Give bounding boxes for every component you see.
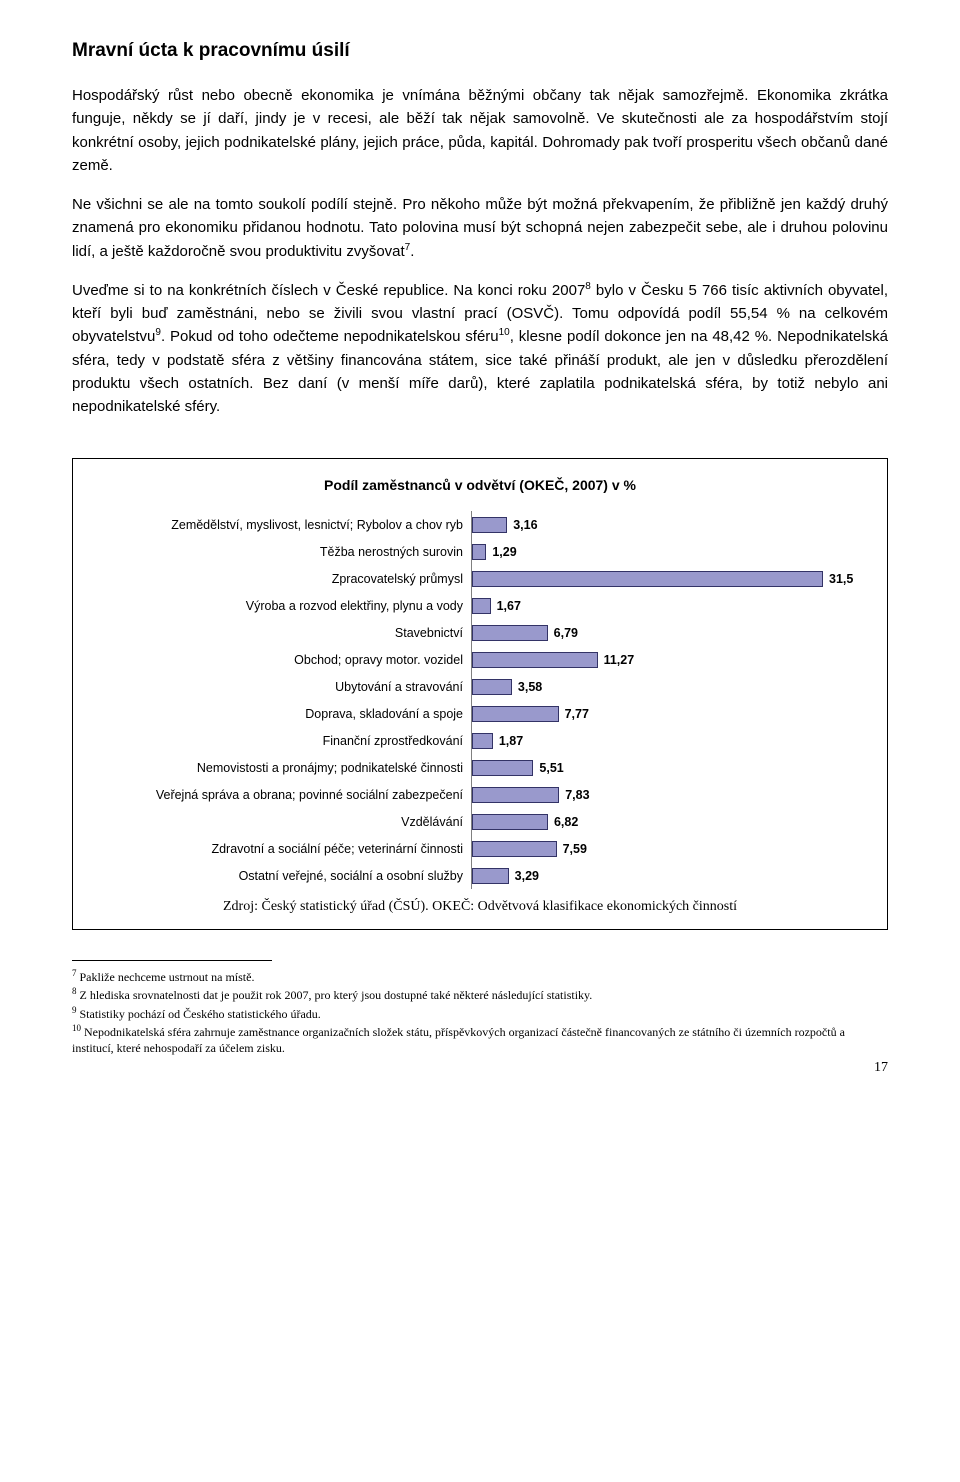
- chart-bar-cell: 11,27: [471, 646, 867, 673]
- footnote-text: Z hlediska srovnatelnosti dat je použit …: [77, 988, 593, 1002]
- footnote-separator: [72, 960, 272, 961]
- chart-bar-cell: 6,82: [471, 808, 867, 835]
- chart-bar: [472, 517, 507, 533]
- chart-row: Nemovistosti a pronájmy; podnikatelské č…: [93, 754, 867, 781]
- chart-bar-cell: 3,16: [471, 511, 867, 538]
- chart-category-label: Finanční zprostředkování: [93, 734, 471, 748]
- chart-value-label: 6,82: [554, 815, 578, 829]
- paragraph-text: . Pokud od toho odečteme nepodnikatelsko…: [161, 328, 499, 345]
- footnote: 9 Statistiky pochází od Českého statisti…: [72, 1004, 888, 1022]
- chart-value-label: 3,29: [515, 869, 539, 883]
- document-page: Mravní úcta k pracovnímu úsilí Hospodářs…: [0, 0, 960, 1106]
- chart-row: Doprava, skladování a spoje 7,77: [93, 700, 867, 727]
- chart-category-label: Zemědělství, myslivost, lesnictví; Rybol…: [93, 518, 471, 532]
- chart-value-label: 7,59: [563, 842, 587, 856]
- chart-value-label: 31,5: [829, 572, 853, 586]
- chart-category-label: Obchod; opravy motor. vozidel: [93, 653, 471, 667]
- chart-row: Stavebnictví 6,79: [93, 619, 867, 646]
- chart-row: Ostatní veřejné, sociální a osobní služb…: [93, 862, 867, 889]
- chart-bar: [472, 787, 559, 803]
- chart-category-label: Veřejná správa a obrana; povinné sociáln…: [93, 788, 471, 802]
- chart-bar-cell: 31,5: [471, 565, 867, 592]
- chart-bar-cell: 7,83: [471, 781, 867, 808]
- chart-category-label: Vzdělávání: [93, 815, 471, 829]
- footnote: 7 Pakliže nechceme ustrnout na místě.: [72, 967, 888, 985]
- chart-value-label: 3,58: [518, 680, 542, 694]
- footnote: 10 Nepodnikatelská sféra zahrnuje zaměst…: [72, 1022, 888, 1056]
- footnote-text: Pakliže nechceme ustrnout na místě.: [77, 970, 255, 984]
- footnote-text: Nepodnikatelská sféra zahrnuje zaměstnan…: [72, 1025, 845, 1055]
- horizontal-bar-chart: Zemědělství, myslivost, lesnictví; Rybol…: [93, 511, 867, 889]
- chart-category-label: Stavebnictví: [93, 626, 471, 640]
- chart-value-label: 1,67: [497, 599, 521, 613]
- chart-category-label: Zpracovatelský průmysl: [93, 572, 471, 586]
- footnote-number: 10: [72, 1023, 81, 1033]
- chart-bar: [472, 733, 493, 749]
- chart-bar: [472, 841, 557, 857]
- chart-value-label: 5,51: [539, 761, 563, 775]
- chart-row: Veřejná správa a obrana; povinné sociáln…: [93, 781, 867, 808]
- chart-category-label: Ostatní veřejné, sociální a osobní služb…: [93, 869, 471, 883]
- chart-bar-cell: 7,77: [471, 700, 867, 727]
- chart-value-label: 11,27: [604, 653, 635, 667]
- chart-bar-cell: 3,58: [471, 673, 867, 700]
- chart-bar: [472, 598, 491, 614]
- chart-bar: [472, 706, 559, 722]
- chart-bar-cell: 1,29: [471, 538, 867, 565]
- chart-bar-cell: 7,59: [471, 835, 867, 862]
- chart-value-label: 7,77: [565, 707, 589, 721]
- chart-source: Zdroj: Český statistický úřad (ČSÚ). OKE…: [93, 899, 867, 915]
- page-number: 17: [72, 1060, 888, 1076]
- chart-bar-cell: 6,79: [471, 619, 867, 646]
- chart-category-label: Nemovistosti a pronájmy; podnikatelské č…: [93, 761, 471, 775]
- chart-value-label: 3,16: [513, 518, 537, 532]
- chart-category-label: Výroba a rozvod elektřiny, plynu a vody: [93, 599, 471, 613]
- chart-container: Podíl zaměstnanců v odvětví (OKEČ, 2007)…: [72, 458, 888, 930]
- paragraph: Uveďme si to na konkrétních číslech v Če…: [72, 279, 888, 419]
- chart-bar-cell: 1,87: [471, 727, 867, 754]
- chart-bar: [472, 679, 512, 695]
- chart-value-label: 7,83: [565, 788, 589, 802]
- paragraph-text: Uveďme si to na konkrétních číslech v Če…: [72, 282, 585, 299]
- chart-category-label: Zdravotní a sociální péče; veterinární č…: [93, 842, 471, 856]
- chart-bar: [472, 544, 486, 560]
- footnotes-block: 7 Pakliže nechceme ustrnout na místě.8 Z…: [72, 967, 888, 1056]
- chart-row: Zemědělství, myslivost, lesnictví; Rybol…: [93, 511, 867, 538]
- chart-row: Těžba nerostných surovin 1,29: [93, 538, 867, 565]
- chart-bar: [472, 760, 533, 776]
- chart-value-label: 1,29: [492, 545, 516, 559]
- chart-value-label: 6,79: [554, 626, 578, 640]
- section-heading: Mravní úcta k pracovnímu úsilí: [72, 40, 888, 62]
- paragraph: Ne všichni se ale na tomto soukolí podíl…: [72, 193, 888, 263]
- chart-bar: [472, 868, 509, 884]
- chart-bar: [472, 814, 548, 830]
- chart-bar-cell: 1,67: [471, 592, 867, 619]
- chart-row: Vzdělávání 6,82: [93, 808, 867, 835]
- chart-value-label: 1,87: [499, 734, 523, 748]
- chart-row: Zpracovatelský průmysl 31,5: [93, 565, 867, 592]
- chart-bar: [472, 571, 823, 587]
- chart-bar: [472, 625, 548, 641]
- chart-row: Výroba a rozvod elektřiny, plynu a vody 1…: [93, 592, 867, 619]
- chart-bar-cell: 5,51: [471, 754, 867, 781]
- chart-row: Zdravotní a sociální péče; veterinární č…: [93, 835, 867, 862]
- chart-bar-cell: 3,29: [471, 862, 867, 889]
- chart-row: Finanční zprostředkování 1,87: [93, 727, 867, 754]
- chart-category-label: Doprava, skladování a spoje: [93, 707, 471, 721]
- footnote-text: Statistiky pochází od Českého statistick…: [77, 1007, 321, 1021]
- chart-category-label: Těžba nerostných surovin: [93, 545, 471, 559]
- paragraph-text: Ne všichni se ale na tomto soukolí podíl…: [72, 196, 888, 260]
- chart-row: Obchod; opravy motor. vozidel 11,27: [93, 646, 867, 673]
- footnote: 8 Z hlediska srovnatelnosti dat je použi…: [72, 985, 888, 1003]
- chart-row: Ubytování a stravování 3,58: [93, 673, 867, 700]
- footnote-ref: 10: [499, 327, 510, 338]
- chart-category-label: Ubytování a stravování: [93, 680, 471, 694]
- footnote-ref: 7: [405, 242, 411, 253]
- chart-bar: [472, 652, 598, 668]
- chart-title: Podíl zaměstnanců v odvětví (OKEČ, 2007)…: [93, 477, 867, 493]
- paragraph: Hospodářský růst nebo obecně ekonomika j…: [72, 84, 888, 177]
